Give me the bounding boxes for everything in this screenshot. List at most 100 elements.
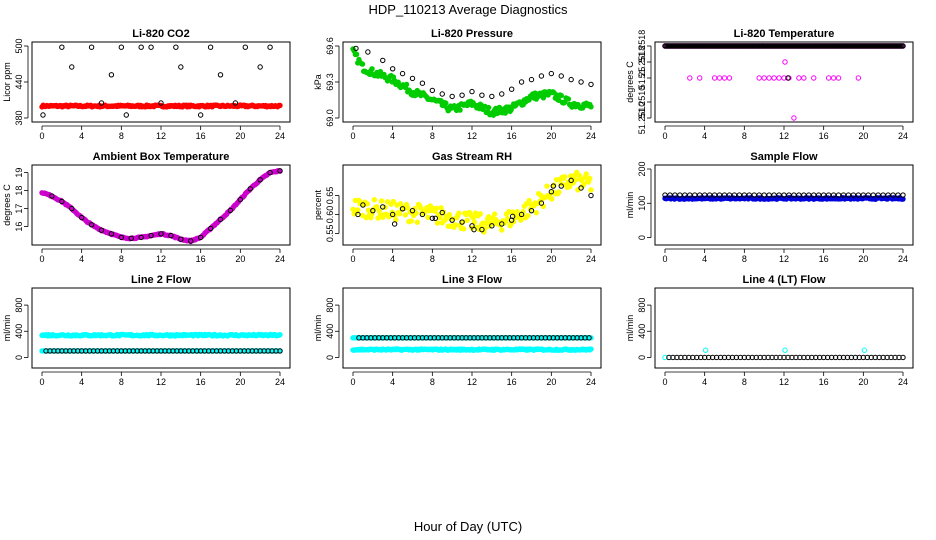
data-point [578, 185, 584, 191]
data-point [457, 107, 463, 113]
data-point [835, 75, 842, 81]
data-point [148, 232, 154, 239]
figure-title: HDP_110213 Average Diagnostics [369, 2, 568, 17]
data-point [359, 61, 366, 67]
x-tick-label: 20 [858, 131, 868, 141]
x-tick-label: 4 [79, 377, 84, 387]
x-tick-label: 0 [662, 377, 667, 387]
series-ambient [662, 347, 868, 361]
data-point [721, 75, 728, 81]
panel-title: Li-820 Temperature [734, 28, 835, 40]
data-point [138, 234, 144, 241]
data-point [786, 192, 792, 198]
data-point [257, 64, 263, 70]
y-tick-label: 51.25 [637, 67, 647, 90]
y-tick-label: 800 [14, 298, 24, 313]
data-point [397, 201, 404, 207]
data-point [588, 346, 594, 352]
data-point [78, 214, 85, 221]
data-point [568, 76, 574, 83]
data-point [389, 66, 396, 72]
data-point [429, 87, 436, 94]
x-tick-label: 16 [196, 131, 206, 141]
data-point [771, 192, 777, 198]
data-point [40, 112, 46, 118]
data-point [364, 201, 370, 207]
data-point [59, 198, 65, 205]
data-point [108, 72, 115, 78]
x-tick-label: 24 [898, 254, 908, 264]
data-point [870, 192, 876, 198]
data-point [558, 92, 564, 99]
data-point [138, 44, 144, 50]
data-point [816, 192, 822, 198]
data-point [702, 347, 709, 353]
x-axis: 0 4 8 12 16 20 24 [662, 371, 908, 387]
data-point [69, 205, 75, 212]
data-point [374, 204, 380, 210]
x-tick-label: 8 [430, 131, 435, 141]
data-point [365, 207, 372, 213]
x-tick-label: 12 [156, 377, 166, 387]
data-point [232, 100, 239, 106]
x-tick-label: 16 [819, 377, 829, 387]
y-tick-label: 0 [637, 355, 647, 360]
series-ambient [350, 169, 594, 235]
x-tick-label: 20 [235, 254, 245, 264]
data-point [365, 49, 371, 55]
data-point [237, 196, 244, 203]
series-calibration [353, 45, 594, 100]
data-point [479, 226, 485, 233]
data-point [880, 192, 886, 198]
data-point [464, 217, 470, 224]
data-point [257, 177, 263, 183]
y-axis: 0 400 800 [637, 298, 652, 360]
data-point [449, 93, 455, 100]
plot-frame [342, 164, 602, 246]
x-tick-label: 16 [196, 254, 206, 264]
data-point [399, 70, 406, 77]
data-point [173, 44, 179, 50]
data-point [782, 347, 788, 353]
data-point [267, 169, 273, 176]
data-point [88, 44, 95, 50]
panel-sampleflow: Sample Flow 0 4 8 12 16 20 24 0 100 200 ml/min [625, 151, 914, 264]
plot-frame [31, 41, 291, 123]
data-point [408, 218, 415, 224]
data-point [697, 192, 703, 198]
y-tick-label: 19 [14, 168, 24, 178]
data-point [544, 183, 550, 189]
series-ambient [350, 346, 594, 353]
x-tick-label: 4 [390, 377, 395, 387]
data-point [581, 181, 587, 187]
data-point [525, 212, 531, 219]
data-point [751, 192, 757, 198]
x-tick-label: 12 [156, 254, 166, 264]
data-point [414, 219, 420, 225]
data-point [378, 198, 385, 204]
x-axis: 0 4 8 12 16 20 24 [662, 125, 908, 141]
data-point [419, 211, 426, 218]
x-tick-label: 12 [467, 377, 477, 387]
x-tick-label: 8 [430, 254, 435, 264]
x-tick-label: 20 [235, 377, 245, 387]
x-tick-label: 24 [275, 377, 285, 387]
x-tick-label: 0 [39, 131, 44, 141]
data-point [662, 192, 668, 198]
data-point [158, 231, 164, 237]
data-point [716, 192, 723, 198]
x-tick-label: 4 [702, 377, 707, 387]
x-tick-label: 4 [79, 131, 84, 141]
data-point [456, 210, 462, 216]
data-point [353, 45, 359, 52]
data-point [785, 75, 791, 81]
data-point [277, 102, 283, 109]
data-point [390, 198, 397, 205]
x-tick-label: 12 [779, 131, 789, 141]
data-point [443, 100, 449, 106]
data-point [491, 211, 498, 217]
data-point [586, 335, 592, 341]
data-point [895, 192, 901, 198]
